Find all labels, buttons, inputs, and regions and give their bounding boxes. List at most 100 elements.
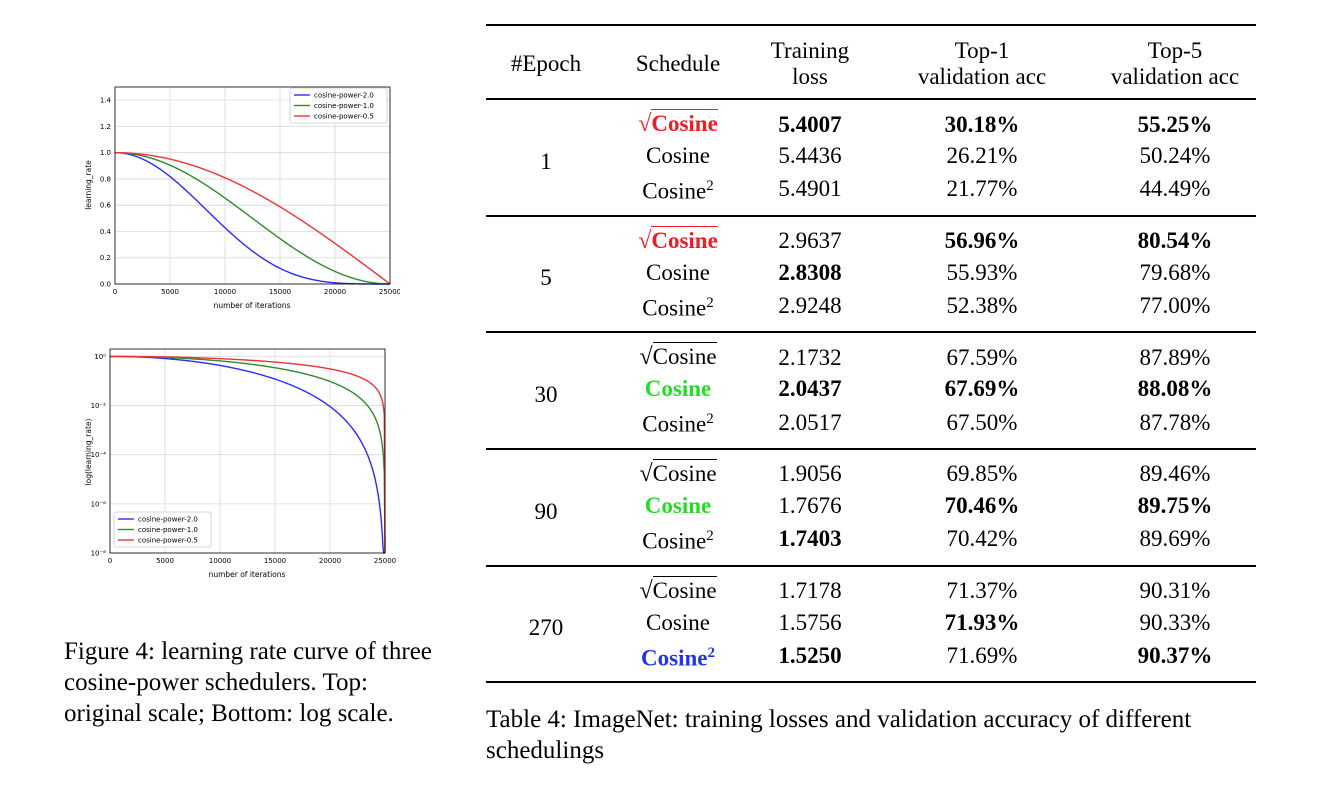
top1-cell: 70.42% [946, 526, 1018, 552]
y-tick-label: 0.8 [100, 175, 111, 183]
epoch-group-270: 270 √Cosine 1.7178 71.37% 90.31% Cosine … [486, 566, 1256, 683]
top5-cell: 89.69% [1139, 526, 1211, 552]
top1-cell: 56.96% [944, 228, 1020, 254]
legend-label: cosine-power-0.5 [138, 537, 198, 545]
series-line-cosine-power-0.5 [110, 355, 386, 554]
loss-cell: 1.5756 [778, 609, 842, 635]
series-line-cosine-power-2.0 [115, 151, 390, 285]
header-top5: Top-5 validation acc [1110, 38, 1240, 89]
header-training-loss: Training loss [770, 38, 850, 89]
top5-cell: 55.25% [1137, 111, 1213, 137]
y-tick-label: 0.4 [100, 228, 112, 236]
loss-cell: 2.1732 [778, 344, 842, 370]
table-row: Cosine2 1.5250 71.69% 90.37% [486, 638, 1256, 683]
x-tick-label: 5000 [161, 288, 179, 296]
top1-cell: 70.46% [944, 492, 1020, 518]
legend-label: cosine-power-0.5 [314, 113, 374, 121]
y-tick-label: 1.4 [100, 97, 112, 105]
top5-cell: 90.33% [1139, 609, 1211, 635]
chart-linear-xlabel: number of iterations [214, 301, 291, 310]
schedule-sqrt-cosine: √Cosine [638, 109, 718, 137]
epoch-group-90: 90 √Cosine 1.9056 69.85% 89.46% Cosine 1… [486, 449, 1256, 566]
epoch-cell: 5 [540, 265, 552, 291]
table-row: Cosine 1.5756 71.93% 90.33% [486, 607, 1256, 638]
table-row: 90 √Cosine 1.9056 69.85% 89.46% [486, 449, 1256, 524]
x-tick-label: 10000 [209, 557, 231, 565]
top1-cell: 71.37% [946, 578, 1018, 604]
x-tick-label: 20000 [324, 288, 346, 296]
loss-cell: 1.7676 [778, 492, 842, 518]
epoch-cell: 270 [528, 615, 564, 641]
header-top1: Top-1 validation acc [917, 38, 1047, 89]
y-tick-label: 0.2 [100, 254, 111, 262]
legend-box [113, 511, 212, 548]
table-row: Cosine 1.7676 70.46% 89.75% [486, 490, 1256, 521]
y-tick-label: 1.0 [100, 149, 111, 157]
schedule-cosine: Cosine [646, 609, 710, 635]
y-tick-label: 0.6 [100, 202, 112, 210]
y-tick-label: 10⁻⁴ [91, 451, 107, 459]
top5-cell: 89.75% [1137, 492, 1213, 518]
epoch-group-30: 30 √Cosine 2.1732 67.59% 87.89% Cosine 2… [486, 332, 1256, 449]
legend-box [289, 87, 388, 124]
top1-cell: 26.21% [946, 143, 1018, 168]
top1-cell: 67.69% [944, 376, 1020, 402]
table-row: 270 √Cosine 1.7178 71.37% 90.31% [486, 566, 1256, 640]
table-row: Cosine2 1.7403 70.42% 89.69% [486, 521, 1256, 566]
loss-cell: 2.9248 [778, 292, 842, 318]
x-tick-label: 25000 [379, 288, 400, 296]
top5-cell: 90.31% [1139, 578, 1211, 604]
y-tick-label: 10⁰ [94, 353, 106, 361]
schedule-sqrt-cosine: √Cosine [639, 342, 717, 371]
y-tick-label: 10⁻⁶ [91, 500, 107, 508]
schedule-cosine-squared: Cosine2 [642, 527, 714, 554]
top5-cell: 88.08% [1137, 376, 1213, 402]
loss-cell: 1.7403 [778, 526, 842, 552]
top5-cell: 44.49% [1139, 176, 1211, 202]
epoch-group-5: 5 √Cosine 2.9637 56.96% 80.54% Cosine 2.… [486, 216, 1256, 333]
chart-linear-svg: 0 5000 10000 15000 20000 25000 0.0 0.2 0.4 0.6 0.8… [84, 86, 401, 310]
table-row: Cosine 2.0437 67.69% 88.08% [486, 373, 1256, 404]
schedule-cosine: Cosine [646, 259, 710, 285]
epoch-group-1: 1 √Cosine 5.4007 30.18% 55.25% Cosine 5.… [486, 99, 1256, 216]
legend-label: cosine-power-1.0 [138, 526, 198, 534]
top5-cell: 50.24% [1139, 143, 1211, 168]
loss-cell: 1.7178 [778, 578, 842, 604]
top5-cell: 89.46% [1139, 461, 1211, 487]
epoch-cell: 1 [540, 148, 552, 174]
schedule-cosine: Cosine [646, 143, 710, 168]
schedule-cosine-squared: Cosine2 [641, 644, 715, 671]
top5-cell: 80.54% [1137, 228, 1213, 254]
schedule-cosine: Cosine [644, 492, 712, 518]
top1-cell: 21.77% [946, 176, 1018, 202]
loss-cell: 2.9637 [778, 228, 842, 254]
header-epoch: #Epoch [510, 51, 582, 76]
epoch-cell: 30 [534, 382, 558, 408]
schedule-cosine-squared: Cosine2 [642, 178, 714, 204]
figure-caption: Figure 4: learning rate curve of three c… [64, 638, 432, 727]
loss-cell: 2.8308 [778, 259, 842, 285]
table-row: Cosine2 5.4901 21.77% 44.49% [486, 171, 1256, 216]
chart-linear-ylabel: learning_rate [84, 160, 93, 210]
top1-cell: 71.93% [944, 609, 1020, 635]
x-tick-label: 0 [108, 557, 112, 565]
table-row: 30 √Cosine 2.1732 67.59% 87.89% [486, 332, 1256, 407]
x-tick-label: 0 [113, 288, 117, 296]
y-tick-label: 10⁻² [91, 402, 107, 410]
y-tick-label: 1.2 [100, 123, 111, 131]
chart-linear: 0 5000 10000 15000 20000 25000 0.0 0.2 0.4 0.6 0.8… [80, 82, 401, 319]
top1-cell: 30.18% [944, 111, 1020, 137]
table-caption: Table 4: ImageNet: training losses and v… [486, 706, 1192, 764]
top1-cell: 52.38% [946, 292, 1018, 318]
top1-cell: 55.93% [946, 259, 1018, 285]
schedule-sqrt-cosine: √Cosine [638, 225, 718, 254]
schedule-sqrt-cosine: √Cosine [639, 575, 717, 604]
top5-cell: 90.37% [1137, 642, 1213, 668]
top1-cell: 67.50% [946, 409, 1018, 435]
loss-cell: 5.4436 [778, 143, 842, 168]
loss-cell: 1.5250 [778, 642, 842, 668]
schedule-cosine: Cosine [644, 376, 712, 402]
top5-cell: 87.89% [1139, 344, 1211, 370]
top5-cell: 87.78% [1139, 409, 1211, 435]
series-line-cosine-power-0.5 [115, 151, 391, 285]
